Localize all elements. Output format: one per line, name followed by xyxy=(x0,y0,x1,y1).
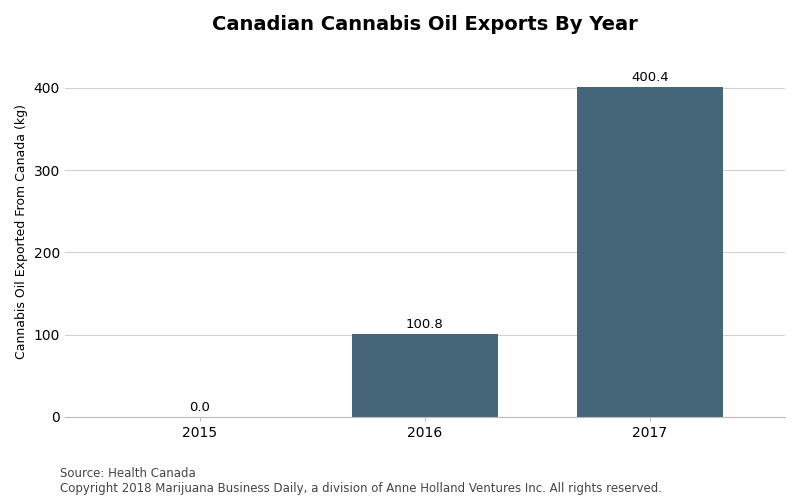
Text: 0.0: 0.0 xyxy=(190,400,210,413)
Bar xyxy=(352,334,498,417)
Text: Source: Health Canada
Copyright 2018 Marijuana Business Daily, a division of Ann: Source: Health Canada Copyright 2018 Mar… xyxy=(60,467,662,495)
Title: Canadian Cannabis Oil Exports By Year: Canadian Cannabis Oil Exports By Year xyxy=(212,15,638,34)
Text: 100.8: 100.8 xyxy=(406,318,444,330)
Y-axis label: Cannabis Oil Exported From Canada (kg): Cannabis Oil Exported From Canada (kg) xyxy=(15,104,28,360)
Bar xyxy=(577,88,723,417)
Text: 400.4: 400.4 xyxy=(631,71,669,84)
